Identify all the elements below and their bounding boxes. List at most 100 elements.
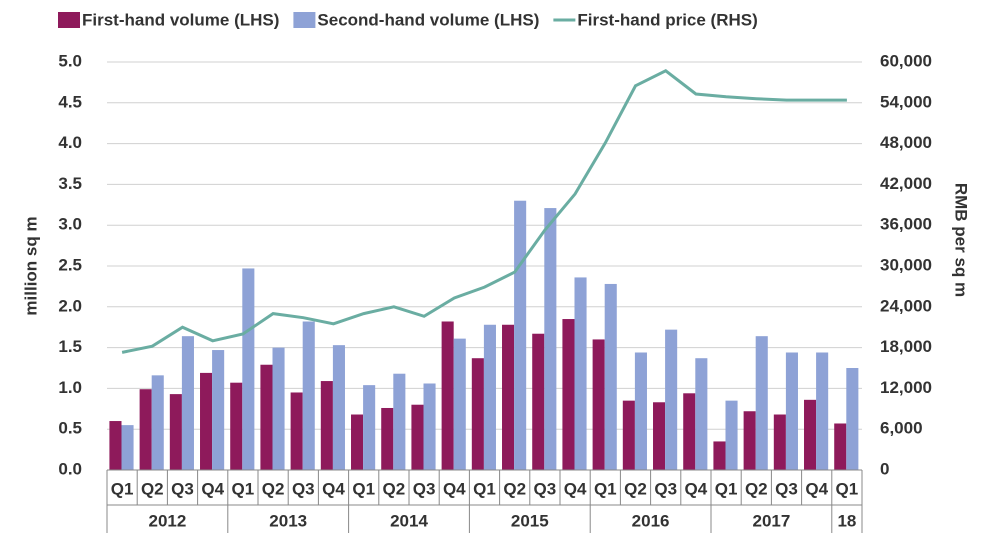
bar (653, 402, 666, 470)
y2-tick-label: 12,000 (880, 378, 932, 397)
x-tick-label: Q4 (443, 479, 466, 498)
x-tick-label: Q1 (594, 479, 617, 498)
x-tick-label: Q1 (473, 479, 496, 498)
bar (544, 208, 557, 470)
y-tick-label: 0.5 (58, 419, 82, 438)
x-tick-label: Q2 (262, 479, 285, 498)
bar (411, 404, 424, 470)
price-line (121, 69, 847, 354)
y2-tick-label: 42,000 (880, 174, 932, 193)
bar (242, 268, 255, 470)
y2-tick-label: 36,000 (880, 215, 932, 234)
x-tick-label: Q1 (352, 479, 375, 498)
bar (785, 352, 798, 470)
y-tick-label: 4.5 (58, 92, 82, 111)
bar (725, 400, 738, 470)
bar (272, 347, 285, 470)
x-tick-label: Q4 (685, 479, 708, 498)
bar (514, 200, 527, 470)
y-axis-title: million sq m (21, 216, 40, 315)
bar (695, 358, 708, 470)
bar (200, 372, 213, 470)
y-tick-label: 1.5 (58, 337, 82, 356)
bar (532, 333, 545, 470)
year-label: 2015 (511, 511, 549, 530)
bar (816, 352, 829, 470)
y2-tick-label: 18,000 (880, 337, 932, 356)
x-tick-label: Q3 (413, 479, 436, 498)
x-tick-label: Q1 (836, 479, 859, 498)
y2-axis-title: RMB per sq m (952, 183, 971, 297)
x-tick-label: Q1 (715, 479, 738, 498)
bar (302, 321, 315, 470)
x-tick-label: Q2 (503, 479, 526, 498)
bar (290, 392, 303, 470)
y-tick-label: 1.0 (58, 378, 82, 397)
y-tick-label: 2.5 (58, 255, 82, 274)
bar (351, 414, 364, 470)
y2-tick-label: 0 (880, 459, 889, 478)
bar (441, 321, 454, 470)
x-tick-label: Q3 (775, 479, 798, 498)
bar (393, 373, 406, 470)
bar (169, 394, 182, 470)
bar (320, 381, 333, 470)
bar (773, 414, 786, 470)
bar (665, 329, 678, 470)
bar (562, 319, 575, 470)
year-label: 2013 (269, 511, 307, 530)
bar (121, 425, 134, 470)
bar (713, 441, 726, 470)
bar (332, 345, 345, 470)
x-tick-label: Q2 (383, 479, 406, 498)
bar (109, 421, 122, 470)
bar (363, 385, 376, 470)
bar (683, 393, 696, 470)
y-tick-label: 0.0 (58, 459, 82, 478)
x-tick-label: Q1 (232, 479, 255, 498)
year-label: 2016 (632, 511, 670, 530)
y2-tick-label: 60,000 (880, 51, 932, 70)
legend-swatch (58, 12, 80, 28)
y2-tick-label: 30,000 (880, 255, 932, 274)
legend-label: First-hand price (RHS) (577, 10, 757, 29)
bar (622, 400, 635, 470)
y-tick-label: 2.0 (58, 296, 82, 315)
y2-tick-label: 6,000 (880, 419, 923, 438)
x-tick-label: Q4 (805, 479, 828, 498)
legend-swatch (293, 12, 316, 28)
bar (423, 383, 436, 470)
year-label: 2017 (752, 511, 790, 530)
x-tick-label: Q3 (292, 479, 315, 498)
bar (471, 358, 484, 470)
bar (574, 277, 587, 470)
legend-label: Second-hand volume (LHS) (317, 10, 539, 29)
bar (804, 399, 817, 470)
x-tick-label: Q4 (322, 479, 345, 498)
bar (151, 375, 164, 470)
bar (212, 350, 225, 470)
bar (502, 324, 515, 470)
bar (260, 364, 273, 470)
bar (230, 382, 243, 470)
bar (604, 283, 617, 470)
y-tick-label: 3.5 (58, 174, 82, 193)
bar (453, 338, 466, 470)
bar (592, 339, 605, 470)
year-label: 18 (837, 511, 856, 530)
year-label: 2014 (390, 511, 428, 530)
x-tick-label: Q2 (141, 479, 164, 498)
bar (755, 336, 768, 470)
x-tick-label: Q2 (745, 479, 768, 498)
y2-tick-label: 24,000 (880, 296, 932, 315)
x-tick-label: Q3 (171, 479, 194, 498)
bar (634, 352, 647, 470)
y2-tick-label: 54,000 (880, 92, 932, 111)
y2-tick-label: 48,000 (880, 133, 932, 152)
x-tick-label: Q1 (111, 479, 134, 498)
x-tick-label: Q4 (564, 479, 587, 498)
y-tick-label: 3.0 (58, 215, 82, 234)
bar (743, 411, 756, 470)
x-tick-label: Q3 (534, 479, 557, 498)
